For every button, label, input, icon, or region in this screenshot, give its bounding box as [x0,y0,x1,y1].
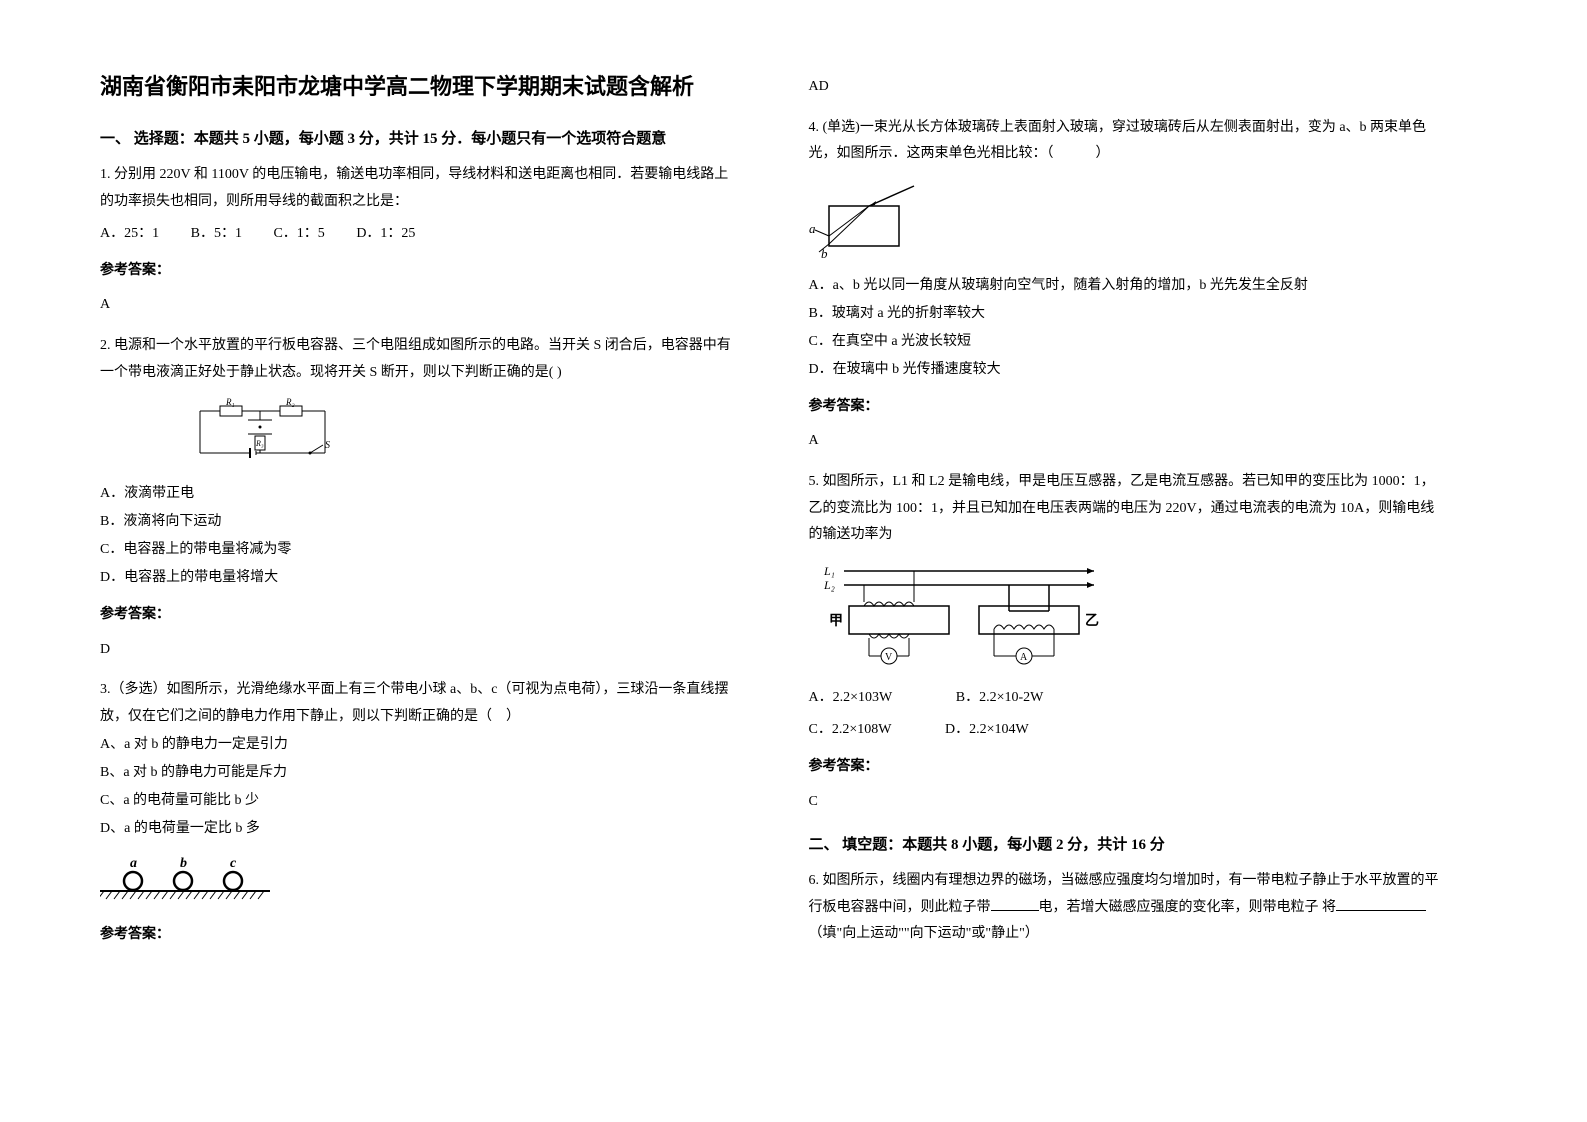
circuit-icon: R₁ R₂ R₃ S [190,398,360,468]
s-label: S [325,440,330,451]
question-3: 3.（多选）如图所示，光滑绝缘水平面上有三个带电小球 a、b、c（可视为点电荷）… [100,677,739,948]
r1-label: R₁ [225,398,235,407]
q2-opt-d: D．电容器上的带电量将增大 [100,564,739,592]
l1-label: L₁ [823,564,835,578]
question-5: 5. 如图所示，L1 和 L2 是输电线，甲是电压互感器，乙是电流互感器。若已知… [809,469,1448,815]
document-title: 湖南省衡阳市耒阳市龙塘中学高二物理下学期期末试题含解析 [100,70,739,103]
q1-opt-a: A．25：1 [100,221,159,248]
section-2-header: 二、 填空题：本题共 8 小题，每小题 2 分，共计 16 分 [809,833,1448,854]
q6-part3: 将 [1322,900,1336,915]
q4-opt-b: B．玻璃对 a 光的折射率较大 [809,300,1448,328]
q3-figure: a b c [100,853,739,908]
b-ray-label: b [821,246,828,258]
q3-opt-c: C、a 的电荷量可能比 b 少 [100,787,739,815]
q4-answer: A [809,428,1448,455]
q2-opt-b: B．液滴将向下运动 [100,508,739,536]
q3-answer: AD [809,74,1448,101]
q5-opt-a: A．2.2×103W [809,685,893,712]
q5-options-row1: A．2.2×103W B．2.2×10-2W [809,685,1448,712]
jia-label: 甲 [829,613,843,629]
q5-answer: C [809,789,1448,816]
three-charges-icon: a b c [100,853,275,908]
q3-text: 3.（多选）如图所示，光滑绝缘水平面上有三个带电小球 a、b、c（可视为点电荷）… [100,677,739,730]
q5-options-row2: C．2.2×108W D．2.2×104W [809,717,1448,744]
q3-opt-a: A、a 对 b 的静电力一定是引力 [100,731,739,759]
question-4: 4. (单选)一束光从长方体玻璃砖上表面射入玻璃，穿过玻璃砖后从左侧表面射出，变… [809,115,1448,455]
question-1: 1. 分别用 220V 和 1100V 的电压输电，输送电功率相同，导线材料和送… [100,162,739,319]
transformer-circuit-icon: L₁ L₂ V 甲 [819,561,1109,671]
q1-opt-c: C．1：5 [273,221,324,248]
question-2: 2. 电源和一个水平放置的平行板电容器、三个电阻组成如图所示的电路。当开关 S … [100,333,739,663]
q4-text: 4. (单选)一束光从长方体玻璃砖上表面射入玻璃，穿过玻璃砖后从左侧表面射出，变… [809,115,1448,168]
q5-opt-b: B．2.2×10-2W [956,685,1044,712]
r2-label: R₂ [285,398,295,407]
q5-text: 5. 如图所示，L1 和 L2 是输电线，甲是电压互感器，乙是电流互感器。若已知… [809,469,1448,549]
q5-answer-label: 参考答案： [809,754,1448,781]
q6-blank2 [1336,897,1426,911]
q1-answer: A [100,292,739,319]
q1-answer-label: 参考答案： [100,258,739,285]
r3-label: R₃ [255,439,264,448]
a-ray-label: a [809,221,816,236]
q4-opt-c: C．在真空中 a 光波长较短 [809,328,1448,356]
q2-opt-c: C．电容器上的带电量将减为零 [100,536,739,564]
section-1-header: 一、 选择题：本题共 5 小题，每小题 3 分，共计 15 分．每小题只有一个选… [100,127,739,148]
q1-opt-b: B．5：1 [191,221,242,248]
question-6: 6. 如图所示，线圈内有理想边界的磁场，当磁感应强度均匀增加时，有一带电粒子静止… [809,868,1448,948]
q2-answer-label: 参考答案： [100,602,739,629]
q4-opt-a: A．a、b 光以同一角度从玻璃射向空气时，随着入射角的增加，b 光先发生全反射 [809,272,1448,300]
q2-text: 2. 电源和一个水平放置的平行板电容器、三个电阻组成如图所示的电路。当开关 S … [100,333,739,386]
q4-answer-label: 参考答案： [809,394,1448,421]
q6-part2: 电，若增大磁感应强度的变化率，则带电粒子 [1039,900,1319,915]
q6-blank1 [991,897,1039,911]
q5-opt-d: D．2.2×104W [945,717,1029,744]
a-meter-label: A [1020,652,1028,663]
v-meter-label: V [885,652,893,663]
q6-text: 6. 如图所示，线圈内有理想边界的磁场，当磁感应强度均匀增加时，有一带电粒子静止… [809,868,1448,948]
q1-opt-d: D．1：25 [356,221,415,248]
q2-answer: D [100,637,739,664]
q6-part4: （填"向上运动""向下运动"或"静止"） [809,926,1039,941]
q5-opt-c: C．2.2×108W [809,717,892,744]
q4-opt-d: D．在玻璃中 b 光传播速度较大 [809,356,1448,384]
l2-label: L₂ [823,578,835,592]
yi-label: 乙 [1085,613,1099,629]
q3-opt-d: D、a 的电荷量一定比 b 多 [100,815,739,843]
left-column: 湖南省衡阳市耒阳市龙塘中学高二物理下学期期末试题含解析 一、 选择题：本题共 5… [100,70,779,1092]
q1-text: 1. 分别用 220V 和 1100V 的电压输电，输送电功率相同，导线材料和送… [100,162,739,215]
q2-figure: R₁ R₂ R₃ S [190,398,739,468]
q2-opt-a: A．液滴带正电 [100,480,739,508]
q5-figure: L₁ L₂ V 甲 [819,561,1448,671]
a-label: a [130,856,137,871]
q1-options: A．25：1 B．5：1 C．1：5 D．1：25 [100,221,739,248]
q3-answer-label: 参考答案： [100,922,739,949]
glass-refraction-icon: a b [809,178,929,258]
c-label: c [230,856,237,871]
q3-opt-b: B、a 对 b 的静电力可能是斥力 [100,759,739,787]
right-column: AD 4. (单选)一束光从长方体玻璃砖上表面射入玻璃，穿过玻璃砖后从左侧表面射… [779,70,1538,1092]
b-label: b [180,856,187,871]
q4-figure: a b [809,178,1448,258]
